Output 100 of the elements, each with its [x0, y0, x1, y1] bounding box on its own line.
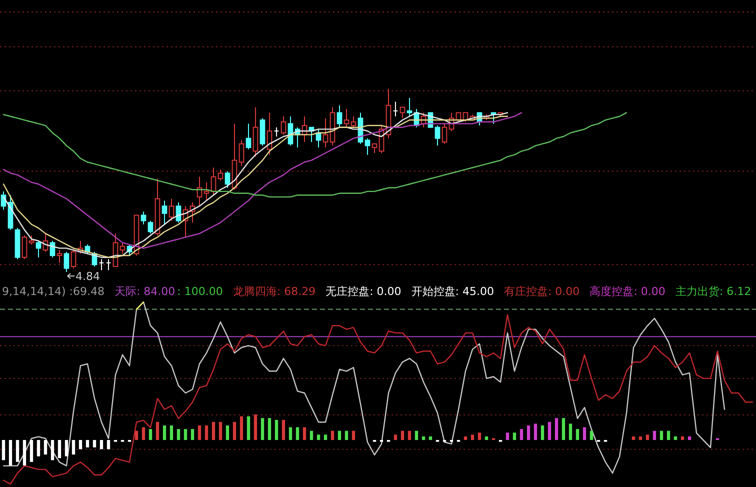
bar [86, 440, 90, 448]
bar [512, 432, 516, 440]
bar [414, 430, 418, 440]
bar [190, 429, 194, 440]
bar [302, 427, 306, 440]
candlestick [120, 242, 126, 254]
candlestick [70, 250, 76, 269]
bar [688, 436, 692, 440]
candlestick [246, 123, 252, 150]
candlestick [252, 106, 258, 158]
bar [422, 436, 426, 440]
bar [8, 440, 12, 466]
candlestick [434, 125, 440, 146]
bar [254, 414, 258, 440]
candlestick [64, 251, 70, 272]
candlestick [350, 116, 356, 128]
bar [352, 430, 356, 440]
candlestick [22, 234, 28, 260]
bar [330, 430, 334, 440]
candlestick [274, 126, 280, 138]
bar [554, 418, 558, 440]
bar [176, 429, 180, 440]
candlestick [56, 250, 62, 264]
candlestick [218, 168, 224, 181]
text: 主力出货: 6.12 [675, 285, 752, 298]
candlestick [392, 101, 398, 117]
candlestick [168, 198, 174, 222]
bar [162, 425, 166, 440]
candlestick [224, 170, 230, 188]
bar [240, 416, 244, 440]
text: 开始控盘: 45.00 [411, 285, 494, 298]
candlestick [372, 143, 378, 154]
bar [652, 430, 656, 440]
bar [36, 440, 40, 456]
bar [142, 427, 146, 440]
bar [666, 430, 670, 440]
bar [226, 425, 230, 440]
bar [470, 434, 474, 440]
bar [540, 425, 544, 440]
bar [16, 440, 20, 462]
bar [590, 430, 594, 440]
candlestick [336, 104, 342, 128]
candlestick [148, 220, 154, 234]
text: 无庄控盘: 0.00 [326, 285, 402, 298]
candlestick [140, 211, 146, 225]
bar [506, 432, 510, 440]
bar [568, 424, 572, 440]
bar [394, 434, 398, 440]
bar [324, 434, 328, 440]
bar [218, 422, 222, 440]
candlestick [400, 106, 406, 119]
candlestick [442, 123, 448, 144]
bar [534, 424, 538, 440]
bar [30, 440, 34, 462]
bar [134, 430, 138, 440]
bar [576, 429, 580, 440]
bar [484, 436, 488, 440]
bar [282, 420, 286, 440]
bar [344, 430, 348, 440]
bar [646, 434, 650, 440]
text: 天际: 84.00 [114, 285, 176, 298]
bar [50, 440, 54, 460]
candlestick [36, 240, 42, 258]
bar [400, 430, 404, 440]
bar [148, 429, 152, 440]
bar [232, 422, 236, 440]
bar [78, 440, 82, 450]
bar [246, 416, 250, 440]
bar [274, 420, 278, 440]
bar [674, 436, 678, 440]
bar [184, 429, 188, 440]
bar [198, 425, 202, 440]
text: 有庄控盘: 0.00 [504, 285, 580, 298]
bar [170, 425, 174, 440]
bar [92, 440, 96, 448]
candlestick [344, 108, 350, 128]
bar [526, 425, 530, 440]
bar [156, 422, 160, 440]
bar [660, 430, 664, 440]
text: : 100.00 [177, 285, 223, 298]
candlestick [162, 200, 168, 225]
bar [268, 418, 272, 440]
candlestick [238, 140, 244, 166]
candlestick [364, 138, 370, 156]
bar [58, 440, 62, 458]
bar [632, 436, 636, 440]
annotation: 4.84 [76, 270, 100, 283]
bar [2, 440, 6, 460]
bar [22, 440, 26, 466]
bar [212, 422, 216, 440]
bar [310, 430, 314, 440]
bar [64, 440, 68, 456]
bar [464, 436, 468, 440]
bar [562, 418, 566, 440]
bar [204, 425, 208, 440]
text: 龙腾四海: 68.29 [232, 285, 316, 298]
candlestick [98, 258, 104, 271]
candlestick [106, 258, 112, 271]
bar [44, 440, 48, 455]
text: 高度控盘: 0.00 [590, 285, 666, 298]
